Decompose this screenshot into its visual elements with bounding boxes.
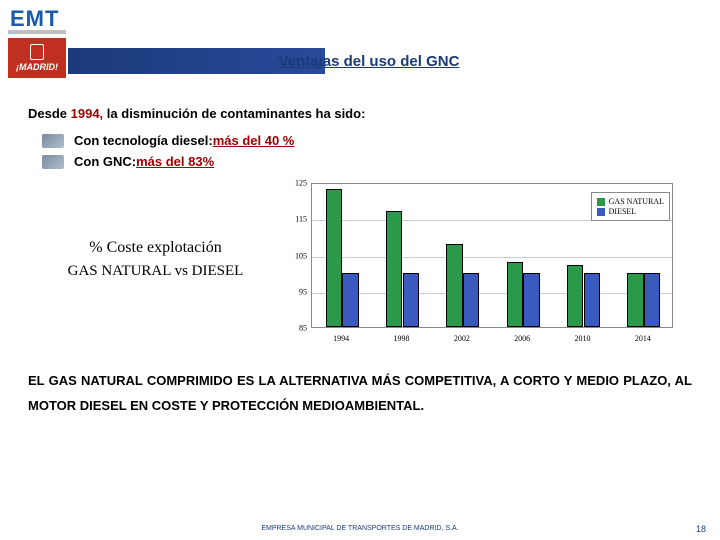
bar bbox=[403, 273, 420, 327]
page-title: Ventajas del uso del GNC bbox=[279, 53, 460, 70]
bar bbox=[386, 211, 403, 327]
page-number: 18 bbox=[696, 524, 706, 534]
x-axis-tick: 2010 bbox=[575, 334, 591, 343]
footer-text: EMPRESA MUNICIPAL DE TRANSPORTES DE MADR… bbox=[0, 525, 720, 532]
legend-swatch bbox=[597, 198, 605, 206]
grid-line bbox=[312, 293, 672, 294]
madrid-text: ¡MADRID! bbox=[16, 62, 58, 72]
bar bbox=[446, 244, 463, 327]
bullet-item: Con tecnología diesel: más del 40 % bbox=[42, 133, 692, 148]
bar-chart: GAS NATURALDIESEL 85 95 105 115 125 1994 1998 2… bbox=[283, 179, 683, 349]
intro-rest: la disminución de contaminantes ha sido: bbox=[103, 106, 365, 121]
plot-area: GAS NATURALDIESEL bbox=[311, 183, 673, 328]
bar bbox=[523, 273, 540, 327]
title-bar: Ventajas del uso del GNC bbox=[68, 48, 710, 74]
y-axis-tick: 95 bbox=[283, 287, 307, 296]
legend-item: DIESEL bbox=[597, 207, 664, 216]
bullet-highlight: más del 40 % bbox=[213, 133, 295, 148]
legend-swatch bbox=[597, 208, 605, 216]
madrid-crest-icon bbox=[30, 44, 44, 60]
header: EMT ¡MADRID! Ventajas del uso del GNC bbox=[0, 0, 720, 88]
grid-line bbox=[312, 257, 672, 258]
bus-icon bbox=[42, 155, 64, 169]
y-axis-tick: 85 bbox=[283, 324, 307, 333]
conclusion-text: EL GAS NATURAL COMPRIMIDO ES LA ALTERNAT… bbox=[28, 369, 692, 418]
logo-underline bbox=[8, 30, 66, 34]
bullet-item: Con GNC: más del 83% bbox=[42, 154, 692, 169]
intro-year: 1994, bbox=[71, 106, 104, 121]
intro-text: Desde 1994, la disminución de contaminan… bbox=[28, 106, 692, 121]
y-axis-tick: 125 bbox=[283, 179, 307, 188]
bar bbox=[342, 273, 359, 327]
legend-label: DIESEL bbox=[609, 207, 637, 216]
chart-row: % Coste explotación GAS NATURAL vs DIESE… bbox=[28, 179, 692, 349]
x-axis-tick: 1994 bbox=[333, 334, 349, 343]
y-axis-tick: 105 bbox=[283, 251, 307, 260]
x-axis-tick: 1998 bbox=[394, 334, 410, 343]
bar bbox=[644, 273, 661, 327]
x-axis-tick: 2006 bbox=[514, 334, 530, 343]
emt-logo-text: EMT bbox=[10, 6, 59, 32]
legend-label: GAS NATURAL bbox=[609, 197, 664, 206]
intro-prefix: Desde bbox=[28, 106, 71, 121]
side-label-line1: % Coste explotación bbox=[28, 239, 283, 257]
bullet-text: Con tecnología diesel: bbox=[74, 133, 213, 148]
chart-side-label: % Coste explotación GAS NATURAL vs DIESE… bbox=[28, 179, 283, 349]
legend: GAS NATURALDIESEL bbox=[591, 192, 670, 221]
side-label-line2: GAS NATURAL vs DIESEL bbox=[28, 263, 283, 280]
bullet-list: Con tecnología diesel: más del 40 % Con G… bbox=[28, 133, 692, 169]
bullet-highlight: más del 83% bbox=[136, 154, 214, 169]
x-axis-tick: 2002 bbox=[454, 334, 470, 343]
x-axis-tick: 2014 bbox=[635, 334, 651, 343]
bar bbox=[627, 273, 644, 327]
bullet-text: Con GNC: bbox=[74, 154, 136, 169]
bar bbox=[567, 265, 584, 327]
bar bbox=[463, 273, 480, 327]
madrid-logo: ¡MADRID! bbox=[8, 38, 66, 78]
bar bbox=[326, 189, 343, 327]
bar bbox=[507, 262, 524, 327]
content-region: Desde 1994, la disminución de contaminan… bbox=[0, 88, 720, 349]
y-axis-tick: 115 bbox=[283, 215, 307, 224]
chart-container: GAS NATURALDIESEL 85 95 105 115 125 1994 1998 2… bbox=[283, 179, 692, 349]
legend-item: GAS NATURAL bbox=[597, 197, 664, 206]
bus-icon bbox=[42, 134, 64, 148]
bar bbox=[584, 273, 601, 327]
